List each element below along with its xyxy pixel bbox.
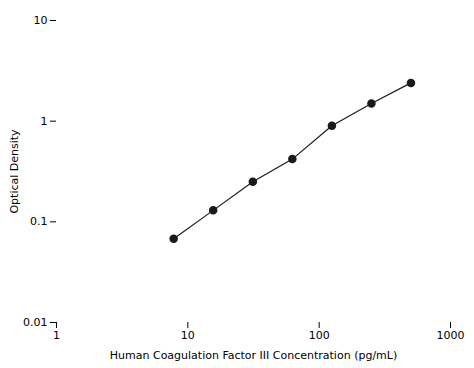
svg-text:1: 1: [41, 115, 48, 128]
svg-text:0.1: 0.1: [30, 215, 48, 228]
svg-text:Optical Density: Optical Density: [8, 129, 21, 214]
svg-text:10: 10: [181, 329, 195, 342]
svg-text:100: 100: [309, 329, 330, 342]
svg-text:Human Coagulation Factor III C: Human Coagulation Factor III Concentrati…: [110, 349, 397, 362]
svg-text:1: 1: [53, 329, 60, 342]
svg-text:10: 10: [34, 14, 48, 27]
svg-text:0.01: 0.01: [23, 316, 48, 329]
svg-text:1000: 1000: [437, 329, 465, 342]
